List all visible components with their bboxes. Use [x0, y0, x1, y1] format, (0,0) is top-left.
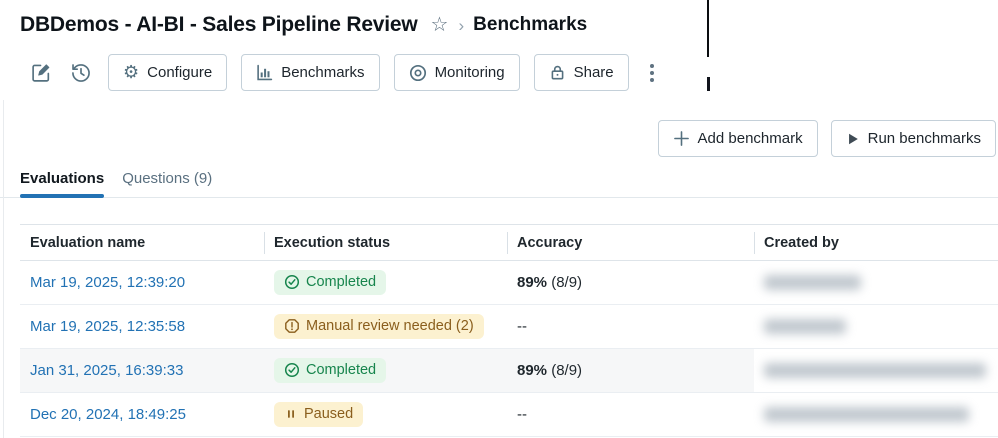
- screenshot-artifact-dash: [707, 77, 710, 91]
- accuracy-detail: (8/9): [547, 274, 583, 291]
- accuracy-detail: (8/9): [547, 362, 583, 379]
- evaluation-link[interactable]: Jan 31, 2025, 16:39:33: [30, 362, 184, 379]
- check-circle-icon: [284, 363, 300, 378]
- accuracy-percent: 89%: [517, 362, 548, 379]
- history-button[interactable]: [68, 60, 94, 86]
- table-row: Mar 19, 2025, 12:35:58 Manual review nee…: [20, 305, 998, 349]
- share-button[interactable]: Share: [533, 54, 629, 91]
- benchmarks-button[interactable]: Benchmarks: [241, 54, 380, 91]
- tab-bar: Evaluations Questions (9): [0, 164, 998, 198]
- warning-octagon-icon: [285, 319, 299, 334]
- monitoring-button[interactable]: Monitoring: [393, 54, 520, 91]
- column-header-accuracy: Accuracy: [507, 235, 754, 251]
- execution-status-cell: Manual review needed (2): [264, 305, 507, 348]
- screenshot-artifact-line: [707, 0, 709, 57]
- execution-status-cell: Completed: [264, 261, 507, 304]
- monitoring-button-label: Monitoring: [434, 64, 505, 81]
- evaluation-name-cell: Jan 31, 2025, 16:39:33: [20, 349, 264, 392]
- table-row: Dec 20, 2024, 18:49:25 Paused: [20, 393, 998, 437]
- add-benchmark-button[interactable]: Add benchmark: [657, 120, 818, 157]
- tab-questions[interactable]: Questions (9): [122, 170, 213, 187]
- execution-status-cell: Completed: [264, 349, 507, 392]
- configure-button-label: Configure: [147, 64, 213, 81]
- check-circle-icon: [284, 275, 300, 290]
- more-options-kebab-button[interactable]: [646, 60, 658, 86]
- status-badge: Completed: [274, 357, 387, 384]
- toolbar: ⚙ Configure Benchmarks Monitoring: [0, 54, 998, 91]
- accuracy-percent: 89%: [517, 274, 548, 291]
- table-row: Jan 31, 2025, 16:39:33 Completed: [20, 349, 998, 393]
- run-benchmarks-label: Run benchmarks: [867, 130, 981, 147]
- table-body: Mar 19, 2025, 12:39:20 Completed: [20, 261, 998, 437]
- evaluation-name-cell: Mar 19, 2025, 12:35:58: [20, 305, 264, 348]
- evaluation-link[interactable]: Mar 19, 2025, 12:39:20: [30, 274, 186, 291]
- status-badge-label: Completed: [306, 273, 377, 290]
- lock-icon: [549, 64, 566, 81]
- play-icon: [846, 132, 860, 146]
- edit-button[interactable]: [28, 60, 54, 86]
- redacted-created-by: [764, 275, 861, 290]
- table-header-row: Evaluation name Execution status Accurac…: [20, 224, 998, 261]
- created-by-cell: [754, 261, 998, 304]
- created-by-cell: [754, 349, 998, 392]
- column-header-created-by: Created by: [754, 235, 998, 251]
- column-header-evaluation-name: Evaluation name: [30, 234, 146, 251]
- status-badge-label: Manual review needed (2): [306, 317, 474, 334]
- created-by-cell: [754, 393, 998, 436]
- accuracy-cell: --: [507, 393, 754, 436]
- favorite-star-icon[interactable]: ☆: [430, 14, 449, 36]
- accuracy-detail: --: [517, 406, 527, 423]
- configure-button[interactable]: ⚙ Configure: [108, 54, 228, 91]
- history-icon: [70, 62, 92, 84]
- accuracy-cell: 89% (8/9): [507, 261, 754, 304]
- accuracy-detail: --: [517, 318, 527, 335]
- monitoring-target-icon: [409, 64, 427, 82]
- table-row: Mar 19, 2025, 12:39:20 Completed: [20, 261, 998, 305]
- created-by-cell: [754, 305, 998, 348]
- evaluation-name-cell: Mar 19, 2025, 12:39:20: [20, 261, 264, 304]
- benchmarks-button-label: Benchmarks: [281, 64, 365, 81]
- plus-icon: [673, 130, 690, 147]
- redacted-created-by: [764, 363, 986, 378]
- share-button-label: Share: [573, 64, 614, 81]
- breadcrumb-separator-icon: ›: [458, 15, 465, 35]
- status-badge-label: Completed: [306, 361, 377, 378]
- evaluation-link[interactable]: Mar 19, 2025, 12:35:58: [30, 318, 186, 335]
- evaluation-name-cell: Dec 20, 2024, 18:49:25: [20, 393, 264, 436]
- page-header: DBDemos - AI-BI - Sales Pipeline Review …: [0, 0, 998, 37]
- status-badge: Paused: [274, 401, 364, 428]
- gear-icon: ⚙: [123, 62, 140, 82]
- edit-icon: [30, 62, 52, 84]
- status-badge: Manual review needed (2): [274, 313, 484, 340]
- execution-status-cell: Paused: [264, 393, 507, 436]
- page-title: DBDemos - AI-BI - Sales Pipeline Review: [20, 13, 418, 36]
- benchmark-actions: Add benchmark Run benchmarks: [0, 120, 998, 157]
- column-header-execution-status: Execution status: [264, 235, 507, 251]
- redacted-created-by: [764, 319, 846, 334]
- left-edge-divider: [3, 100, 4, 438]
- status-badge: Completed: [274, 269, 387, 296]
- evaluation-link[interactable]: Dec 20, 2024, 18:49:25: [30, 406, 186, 423]
- redacted-created-by: [764, 407, 969, 422]
- breadcrumb: Benchmarks: [473, 14, 588, 35]
- status-badge-label: Paused: [304, 405, 354, 422]
- tab-evaluations[interactable]: Evaluations: [20, 164, 105, 198]
- run-benchmarks-button[interactable]: Run benchmarks: [830, 120, 996, 157]
- evaluations-table: Evaluation name Execution status Accurac…: [20, 224, 998, 437]
- bar-chart-icon: [256, 64, 273, 81]
- accuracy-cell: --: [507, 305, 754, 348]
- accuracy-cell: 89% (8/9): [507, 349, 754, 392]
- pause-icon: [288, 410, 294, 419]
- add-benchmark-label: Add benchmark: [697, 130, 803, 147]
